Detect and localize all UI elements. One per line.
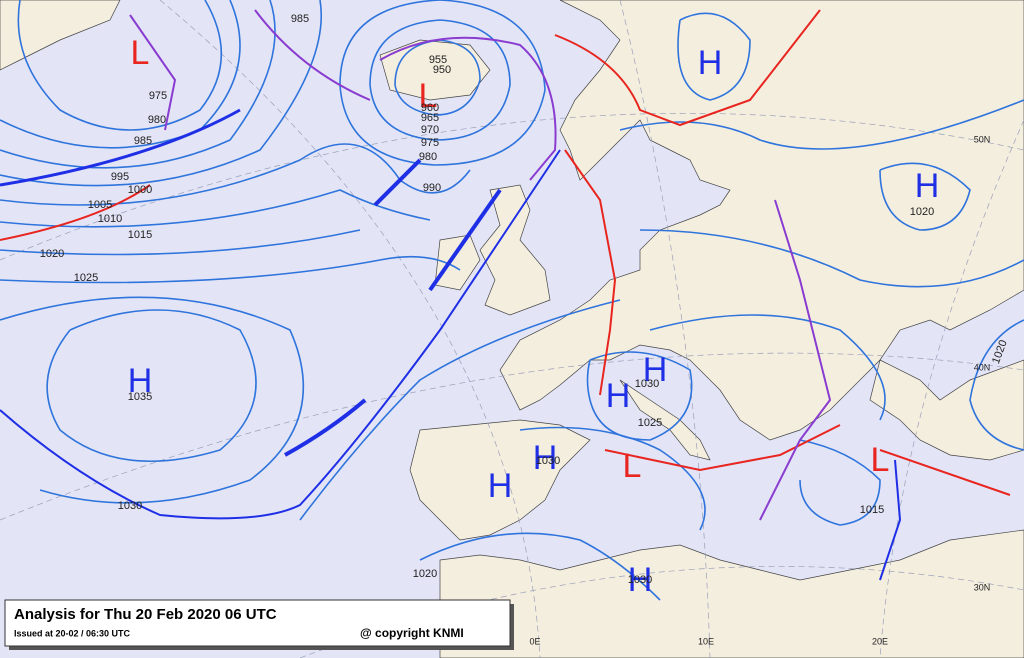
cold-front [0,149,561,520]
cold-front [879,459,902,581]
pressure-center: L [871,441,890,479]
title: Analysis for Thu 20 Feb 2020 06 UTC [14,606,277,623]
isobar [0,255,461,284]
isobar-label: 1020 [40,248,64,260]
isobar-label: 1035 [128,391,152,403]
issued: Issued at 20-02 / 06:30 UTC [14,628,131,638]
isobar-label: 960 [421,102,439,114]
grid-label: 50N [974,134,991,144]
isobar [419,532,661,601]
isobar [0,0,276,169]
pressure-center: H [488,467,513,505]
occluded-front [254,9,371,101]
isobar-label: 1005 [88,199,112,211]
isobar-label: 1015 [860,504,884,516]
isobar [677,12,751,101]
isobar-label: 1015 [128,229,152,241]
warm-front [604,424,841,472]
isobar-label: 1025 [638,417,662,429]
isobar-label: 980 [148,114,166,126]
isobar [0,229,361,256]
occluded-front [379,36,557,181]
pressure-center: L [419,77,438,115]
isobar-label: 950 [433,64,451,76]
grid-label: 10E [698,636,714,646]
occluded-front [759,199,832,521]
isobar [969,319,1024,451]
isobar [649,314,886,421]
copyright: @ copyright KNMI [360,626,464,640]
isobar-label: 1000 [128,184,152,196]
isobar-label: 975 [421,137,439,149]
pressure-center: H [643,351,668,389]
cold-front [0,108,241,187]
isobar [394,39,481,116]
isobar-label: 955 [429,54,447,66]
isobar-label: 975 [149,90,167,102]
isobar [339,0,546,166]
isobar-label: 995 [111,171,129,183]
pressure-center: H [698,44,723,82]
fronts [0,9,1011,581]
isobar-label: 1030 [118,500,142,512]
grid-label: 20E [872,636,888,646]
warm-front [564,149,617,396]
isobar [46,309,257,463]
isobar-label: 1025 [74,272,98,284]
warm-front [879,449,1011,496]
isobar [17,0,223,131]
isobar [586,351,693,441]
isobar [0,296,305,504]
pressure-center: H [533,439,558,477]
isobar [519,426,706,531]
cold-front [284,398,367,457]
pressure-center: H [915,167,940,205]
isobar [879,162,971,231]
warm-front [0,184,151,241]
isobar-label: 1010 [98,213,122,225]
pressure-center: H [128,362,153,400]
isobar-label: 1030 [628,574,652,586]
isobar [0,0,323,187]
title-box [4,599,511,647]
pressure-center: L [131,34,150,72]
isobar-label: 990 [423,182,441,194]
isobar [369,19,511,141]
isobar-label: 1030 [536,455,560,467]
isobar-label: 980 [419,151,437,163]
isobar [799,439,881,526]
isobar [299,299,621,521]
isobar-label: 985 [134,135,152,147]
warm-front [554,9,821,127]
grid-label: 30N [974,582,991,592]
isobar-label: 985 [291,13,309,25]
occluded-front [129,14,177,131]
isobar-label: 1030 [635,378,659,390]
pressure-center: H [628,561,653,599]
isobar-label: 1020 [413,568,437,580]
pressure-center: H [606,377,631,415]
cold-front [428,188,502,292]
pressure-center: L [623,447,642,485]
cold-front [373,158,422,207]
grid-label: 0E [529,636,540,646]
isobar-label: 965 [421,112,439,124]
isobar-label: 970 [421,124,439,136]
grid-label: 40N [974,362,991,372]
isobar-label: 1020 [910,206,934,218]
isobar [639,229,1024,288]
isobar [0,189,431,228]
